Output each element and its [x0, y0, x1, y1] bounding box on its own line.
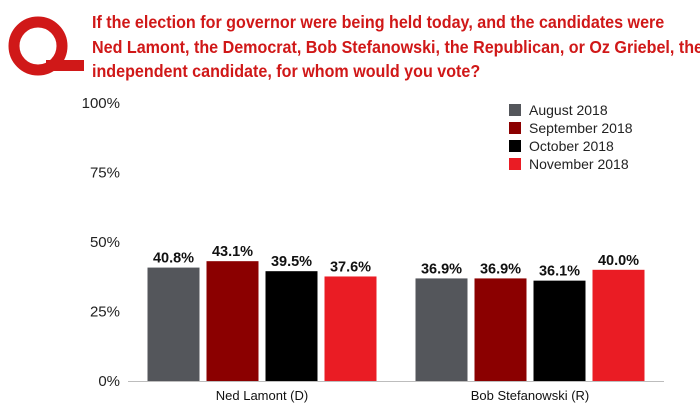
question-text: If the election for governor were being …	[92, 10, 700, 84]
data-label: 40.0%	[598, 253, 639, 269]
y-tick-label: 100%	[82, 95, 120, 112]
legend-swatch	[509, 158, 521, 170]
legend-label: November 2018	[529, 156, 629, 172]
bar	[474, 278, 527, 381]
legend-label: August 2018	[529, 102, 608, 118]
y-tick-label: 75%	[90, 165, 120, 182]
x-category-label: Ned Lamont (D)	[216, 388, 308, 403]
x-category-label: Bob Stefanowski (R)	[471, 388, 590, 403]
bar	[206, 261, 259, 381]
legend-label: September 2018	[529, 120, 633, 136]
question-line: If the election for governor were being …	[92, 12, 665, 32]
data-label: 43.1%	[212, 244, 253, 260]
q-logo-icon	[8, 16, 84, 76]
y-tick-label: 50%	[90, 234, 120, 251]
data-label: 37.6%	[330, 259, 371, 275]
question-line: Ned Lamont, the Democrat, Bob Stefanowsk…	[92, 36, 700, 57]
legend-swatch	[509, 104, 521, 116]
bar	[415, 278, 468, 381]
question-line: independent candidate, for whom would yo…	[92, 61, 481, 81]
y-tick-label: 0%	[98, 373, 120, 390]
bar	[147, 267, 200, 381]
legend-swatch	[509, 122, 521, 134]
bar	[533, 280, 586, 381]
data-label: 40.8%	[153, 251, 194, 267]
y-tick-label: 25%	[90, 304, 120, 321]
legend-swatch	[509, 140, 521, 152]
legend-label: October 2018	[529, 138, 614, 154]
bar	[265, 271, 318, 381]
data-label: 36.1%	[539, 264, 580, 280]
bar	[324, 276, 377, 381]
data-label: 39.5%	[271, 254, 312, 270]
data-label: 36.9%	[421, 261, 462, 277]
bar	[592, 269, 645, 381]
data-label: 36.9%	[480, 261, 521, 277]
